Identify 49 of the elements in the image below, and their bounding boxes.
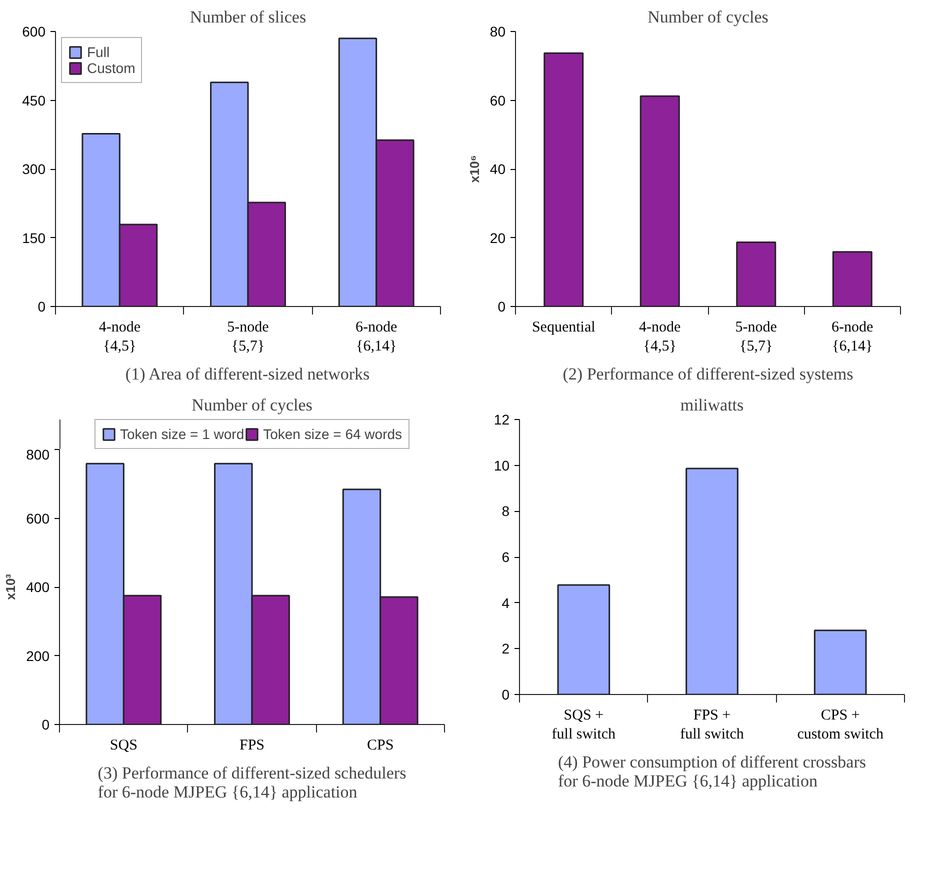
y-tick-label: 80	[490, 24, 506, 40]
y-tick-label: 12	[494, 412, 510, 428]
text: (2) Performance of different-sized systems	[562, 364, 854, 384]
text: (4) Power consumption of different crossbars for 6-node MJPEG {6,14} application	[558, 752, 866, 790]
y-tick-label: 40	[490, 161, 506, 177]
x-tick-label: CPS + custom switch	[797, 708, 884, 743]
y-tick-label: 10	[494, 457, 510, 474]
chart-title: Number of cycles	[192, 396, 312, 414]
chart-title: miliwatts	[680, 396, 744, 414]
y-axis-title: x10³	[3, 573, 18, 600]
y-tick-label: 300	[22, 161, 46, 177]
y-tick-label: 0	[42, 716, 50, 732]
y-tick-label: 6	[502, 549, 510, 565]
x-tick-label: 6-node {6,14}	[356, 320, 398, 355]
legend-label: Full	[87, 44, 110, 60]
x-tick-label: SQS + full switch	[552, 708, 616, 743]
y-tick-label: 150	[22, 230, 46, 246]
x-tick-label: Sequential	[532, 320, 596, 336]
legend-label: Token size = 1 word	[120, 426, 244, 442]
y-tick-label: 60	[490, 92, 506, 108]
y-tick-label: 400	[26, 579, 50, 595]
y-tick-label: 600	[22, 24, 46, 40]
y-tick-label: 0	[502, 686, 510, 702]
y-tick-label: 450	[22, 92, 46, 108]
x-tick-label: 6-node {6,14}	[832, 320, 874, 355]
y-tick-label: 4	[502, 594, 510, 611]
x-tick-label: FPS	[239, 738, 265, 754]
y-tick-label: 0	[38, 298, 46, 314]
legend-label: Custom	[87, 60, 136, 76]
y-tick-label: 8	[502, 503, 510, 520]
y-tick-label: 800	[26, 446, 50, 462]
y-tick-label: 20	[490, 230, 506, 246]
y-tick-label: 2	[502, 640, 510, 657]
text: (1) Area of different-sized networks	[125, 364, 370, 384]
x-tick-label: 4-node {4,5}	[639, 320, 682, 355]
y-tick-label: 0	[498, 298, 506, 314]
y-tick-label: 200	[26, 648, 50, 664]
x-tick-label: 4-node {4,5}	[98, 320, 141, 355]
x-tick-label: SQS	[110, 738, 138, 754]
x-tick-label: 5-node {5,7}	[735, 320, 778, 355]
legend-label: Token size = 64 words	[263, 426, 402, 442]
chart-title: Number of cycles	[648, 8, 768, 26]
chart-title: Number of slices	[190, 8, 306, 26]
x-tick-label: CPS	[366, 738, 394, 754]
text: (3) Performance of different-sized schedulers for 6-node MJPEG {6,14} application	[98, 764, 406, 802]
y-axis-title: x10⁶	[466, 155, 482, 183]
x-tick-label: FPS + full switch	[680, 708, 744, 743]
y-tick-label: 600	[26, 510, 50, 526]
x-tick-label: 5-node {5,7}	[227, 320, 270, 355]
